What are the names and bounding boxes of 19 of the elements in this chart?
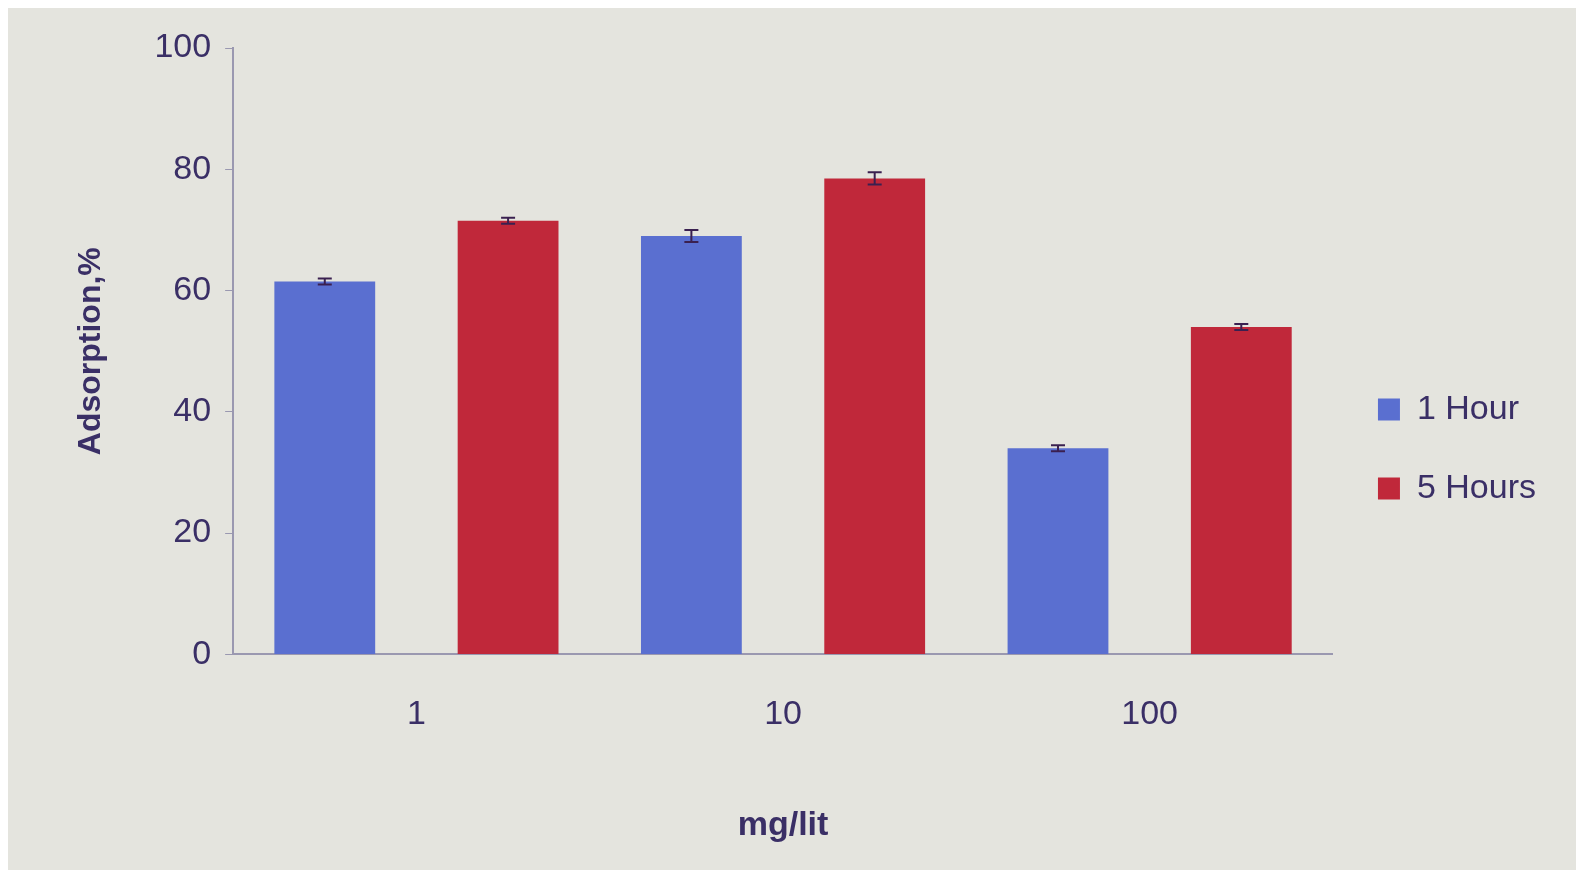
y-tick-label: 100 (154, 26, 212, 65)
y-tick-label: 60 (173, 268, 212, 307)
bar (274, 281, 376, 654)
bar (457, 220, 559, 654)
y-tick-label: 40 (173, 390, 212, 429)
y-tick-label: 80 (173, 147, 212, 186)
x-tick-label: 100 (1121, 693, 1179, 732)
bar (640, 235, 742, 654)
bar (824, 178, 926, 654)
legend-label: 1 Hour (1416, 387, 1520, 426)
y-axis-title: Adsorption,% (71, 247, 108, 456)
y-tick-label: 20 (173, 511, 212, 550)
y-tick-label: 0 (192, 632, 212, 671)
x-tick-label: 10 (764, 693, 802, 732)
legend-label: 5 Hours (1416, 466, 1537, 505)
bar (1007, 448, 1109, 654)
x-axis-title: mg/lit (737, 803, 829, 842)
bar (1190, 326, 1292, 654)
x-tick-label: 1 (406, 693, 426, 732)
